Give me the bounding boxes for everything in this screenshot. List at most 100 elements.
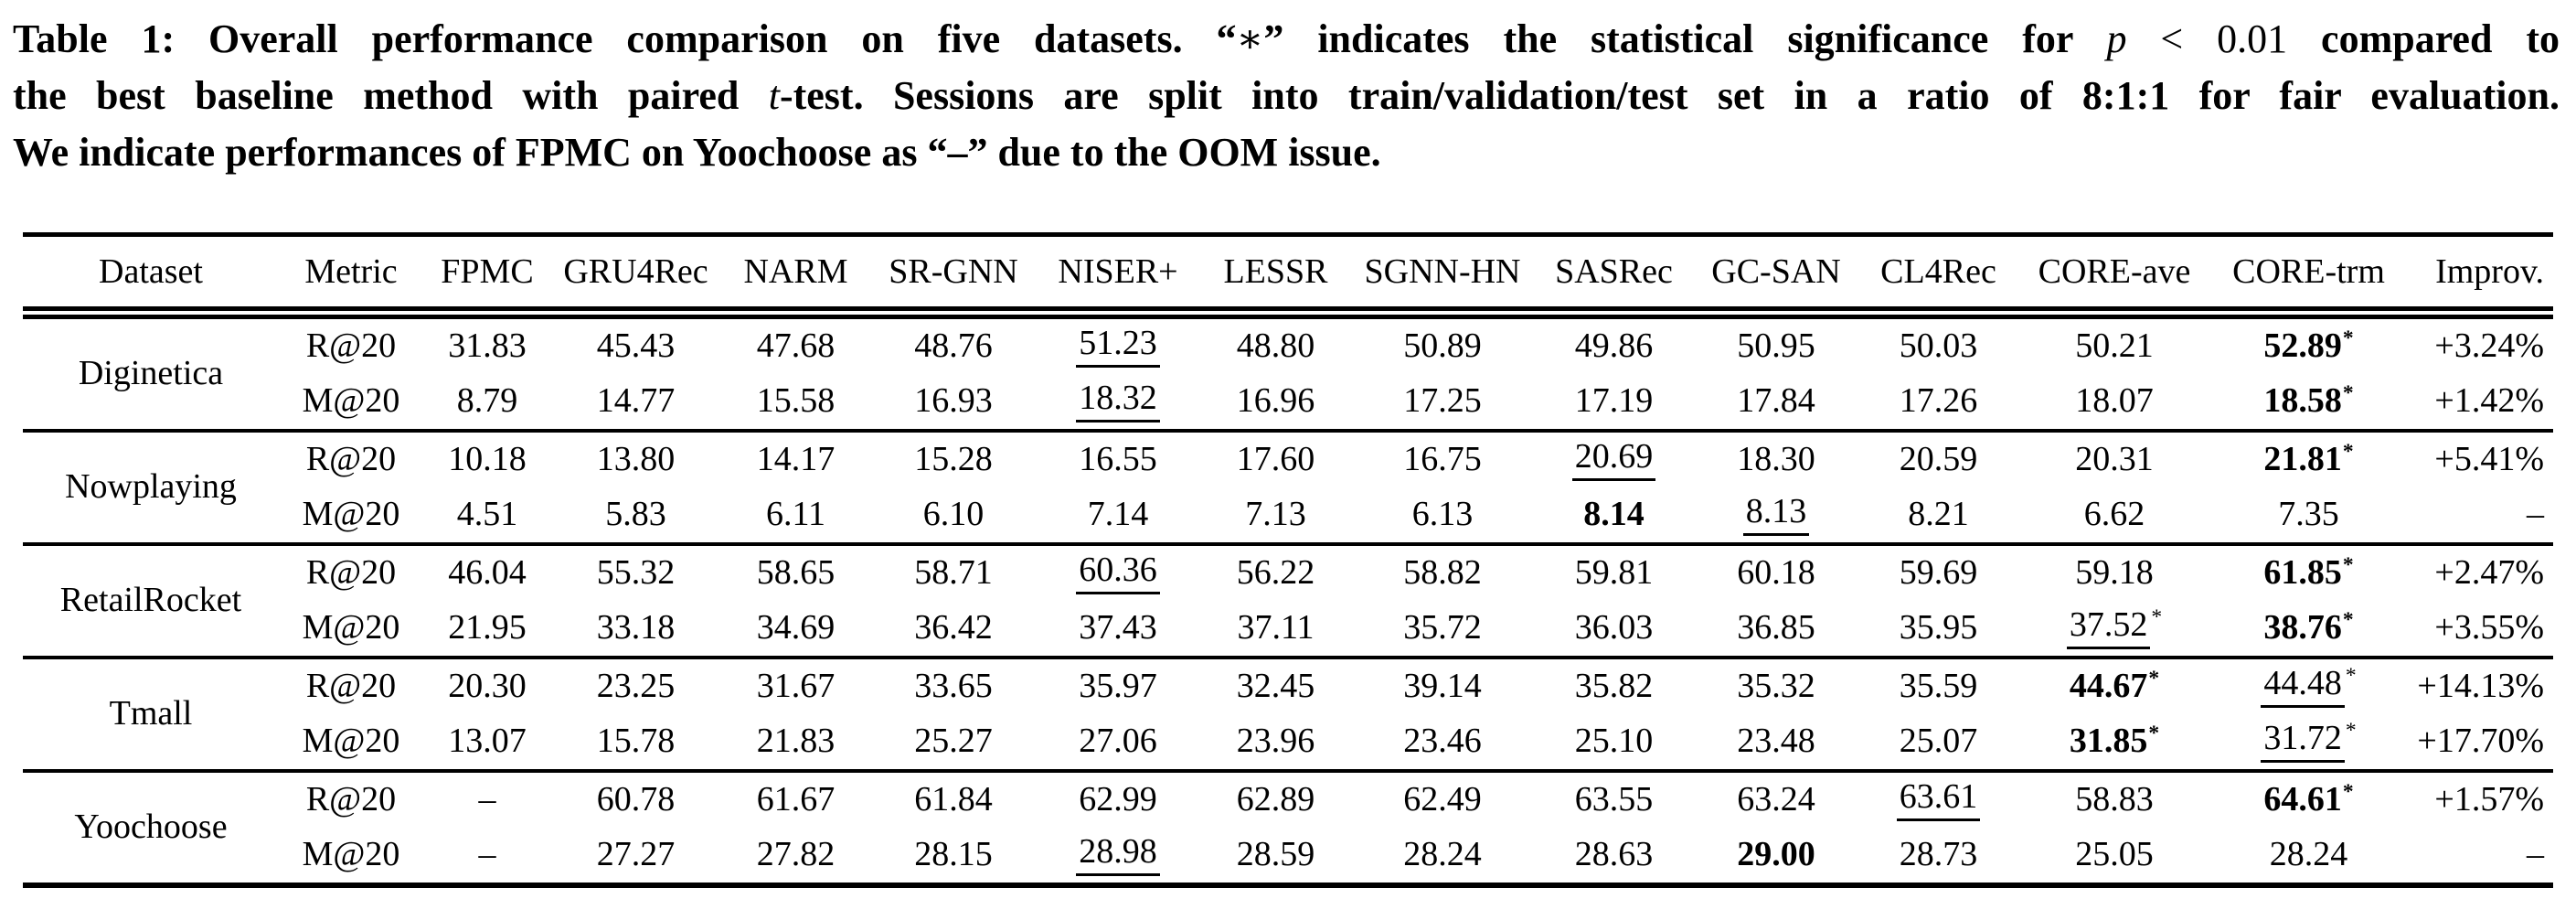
- value-text: 20.59: [1899, 440, 1978, 479]
- value-cell: 44.67*: [2018, 658, 2210, 714]
- value-cell: 31.67: [720, 658, 871, 714]
- value-cell: 15.78: [551, 714, 720, 771]
- value-cell: 64.61*: [2210, 771, 2407, 828]
- table-row: Tmall R@20 20.30 23.25 31.67 33.65 35.97 32.45 3…: [23, 658, 2553, 732]
- value-text: 36.03: [1574, 608, 1654, 647]
- value-cell: 38.76*: [2210, 601, 2407, 658]
- value-text: 16.96: [1236, 381, 1315, 421]
- value-cell: 8.79: [423, 374, 551, 431]
- value-text: 16.75: [1403, 440, 1482, 479]
- improvement-cell: +3.55%: [2434, 608, 2544, 647]
- value-cell: 58.71: [871, 544, 1036, 601]
- header-row: Dataset Metric FPMC GRU4Rec NARM SR-GNN …: [23, 235, 2553, 314]
- value-text: 35.97: [1079, 667, 1157, 706]
- value-text: 27.06: [1079, 722, 1157, 761]
- value-cell: 35.32: [1694, 658, 1858, 714]
- value-cell: 61.67: [720, 771, 871, 828]
- value-cell: 28.24: [1351, 828, 1534, 885]
- value-text: 15.58: [756, 381, 836, 421]
- dataset-name: Diginetica: [78, 354, 224, 393]
- value-text: 23.25: [596, 667, 676, 706]
- value-text: 17.26: [1899, 381, 1978, 421]
- value-cell: 36.85: [1694, 601, 1858, 658]
- value-text: 32.45: [1236, 667, 1315, 706]
- column-header-sgnn-hn: SGNN-HN: [1364, 252, 1521, 291]
- value-cell: 45.43: [551, 313, 720, 374]
- value-cell: 25.07: [1858, 714, 2018, 771]
- table-row: M@20 21.95 33.18 34.69 36.42 37.43 37.11 35.72 3…: [23, 601, 2553, 658]
- value-text: 50.89: [1403, 326, 1482, 366]
- caption-math-value: < 0.01: [2126, 16, 2288, 61]
- value-text: 27.27: [596, 835, 676, 874]
- metric-label: M@20: [302, 495, 400, 534]
- value-text: 13.80: [596, 440, 676, 479]
- improvement-cell: +3.24%: [2434, 326, 2544, 366]
- value-cell: 17.60: [1200, 431, 1351, 487]
- value-text: 33.18: [596, 608, 676, 647]
- value-text: 28.24: [2269, 835, 2348, 874]
- significance-star: *: [2342, 381, 2354, 406]
- value-cell: 18.30: [1694, 431, 1858, 487]
- value-cell: 6.62: [2018, 487, 2210, 544]
- value-text: 58.71: [914, 553, 993, 593]
- value-text: 20.69: [1571, 438, 1656, 481]
- metric-label: M@20: [302, 835, 400, 874]
- value-cell: 20.30: [423, 658, 551, 714]
- value-cell: 44.48 *: [2210, 658, 2407, 714]
- value-cell: –: [423, 771, 551, 828]
- results-table: Dataset Metric FPMC GRU4Rec NARM SR-GNN …: [23, 232, 2553, 888]
- value-cell: 50.21: [2018, 313, 2210, 374]
- value-cell: 35.97: [1036, 658, 1200, 714]
- value-cell: 7.14: [1036, 487, 1200, 544]
- dataset-group: Diginetica R@20 31.83 45.43 47.68 48.76 51.23 4…: [23, 313, 2553, 431]
- column-header-gru4rec: GRU4Rec: [563, 252, 708, 291]
- value-cell: 35.59: [1858, 658, 2018, 714]
- value-cell: 62.89: [1200, 771, 1351, 828]
- value-text: 5.83: [605, 495, 666, 534]
- value-cell: 20.59: [1858, 431, 2018, 487]
- value-text: 60.36: [1076, 551, 1160, 594]
- value-text: 61.84: [914, 780, 993, 819]
- significance-star: *: [2148, 722, 2160, 746]
- value-cell: 35.72: [1351, 601, 1534, 658]
- value-text: 21.83: [756, 722, 836, 761]
- value-text: 27.82: [756, 835, 836, 874]
- value-text: 52.89: [2263, 326, 2342, 366]
- value-text: 47.68: [756, 326, 836, 366]
- value-text: 37.52: [2066, 606, 2151, 649]
- value-text: 50.21: [2075, 326, 2154, 366]
- value-text: 17.84: [1737, 381, 1815, 421]
- value-text: 7.35: [2278, 495, 2339, 534]
- value-cell: 16.96: [1200, 374, 1351, 431]
- value-cell: 28.98: [1036, 828, 1200, 885]
- caption-text: the best baseline method with paired: [13, 73, 769, 118]
- value-cell: 39.14: [1351, 658, 1534, 714]
- value-cell: 49.86: [1534, 313, 1694, 374]
- value-text: 62.49: [1403, 780, 1482, 819]
- table-row: M@20 8.79 14.77 15.58 16.93 18.32 16.96 17.25 17…: [23, 374, 2553, 431]
- value-text: 21.81: [2263, 440, 2342, 479]
- value-cell: 23.48: [1694, 714, 1858, 771]
- value-text: 29.00: [1737, 835, 1815, 874]
- value-text: 20.31: [2075, 440, 2154, 479]
- column-header-improv: Improv.: [2435, 252, 2544, 291]
- improvement-cell: +5.41%: [2434, 440, 2544, 479]
- value-text: 38.76: [2263, 608, 2342, 647]
- value-cell: 33.65: [871, 658, 1036, 714]
- value-text: 63.24: [1737, 780, 1815, 819]
- value-cell: 62.49: [1351, 771, 1534, 828]
- significance-star: *: [2342, 326, 2354, 351]
- value-text: 59.18: [2075, 553, 2154, 593]
- value-cell: 36.03: [1534, 601, 1694, 658]
- value-cell: 17.19: [1534, 374, 1694, 431]
- value-cell: 25.10: [1534, 714, 1694, 771]
- value-text: 8.21: [1908, 495, 1969, 534]
- value-cell: 6.13: [1351, 487, 1534, 544]
- caption-math-t: t: [768, 73, 780, 118]
- value-text: 35.95: [1899, 608, 1978, 647]
- value-text: 51.23: [1076, 325, 1160, 368]
- value-text: 23.48: [1737, 722, 1815, 761]
- value-cell: 48.80: [1200, 313, 1351, 374]
- value-cell: 13.07: [423, 714, 551, 771]
- value-cell: 60.36: [1036, 544, 1200, 601]
